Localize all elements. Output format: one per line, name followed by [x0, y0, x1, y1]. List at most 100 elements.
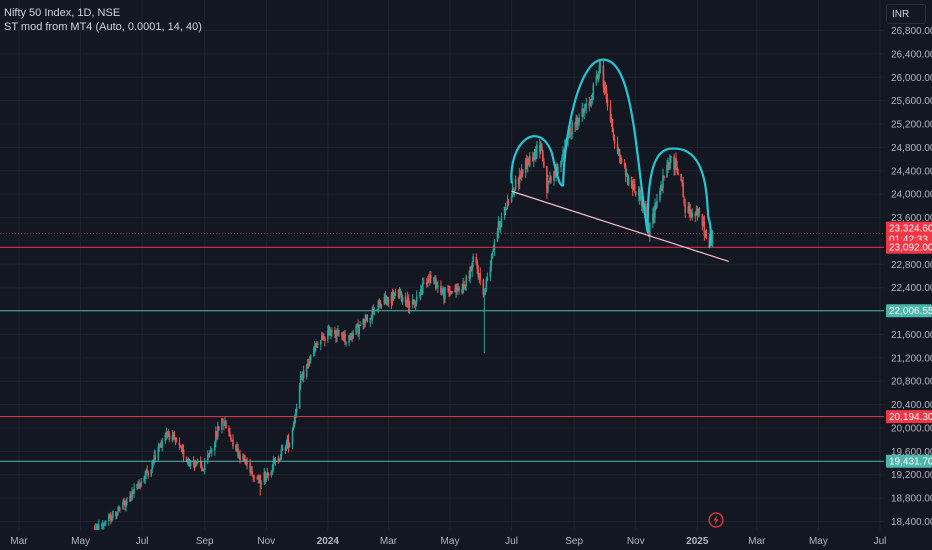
price-tick-label: 19,200.00 [891, 470, 932, 481]
candle-body [292, 424, 295, 429]
candle-body [681, 179, 683, 183]
candle-body [583, 108, 586, 114]
candle-body [702, 222, 705, 226]
candle-body [288, 443, 291, 447]
candle-body [146, 470, 148, 473]
candle-body [507, 202, 510, 204]
candle-body [201, 468, 204, 471]
time-tick-label: Mar [10, 536, 28, 547]
candle-body [399, 291, 402, 293]
candle-body [519, 175, 522, 177]
candle-body [553, 171, 555, 181]
candle-body [675, 158, 677, 167]
price-tick-label: 20,400.00 [891, 400, 932, 411]
candle-body [677, 172, 679, 175]
price-tick-label: 26,800.00 [891, 26, 932, 37]
right-shoulder-outline [646, 147, 712, 248]
candle-body [185, 456, 188, 462]
candle-body [224, 421, 226, 426]
candle-body [405, 303, 408, 306]
candle-body [420, 289, 423, 293]
candle-body [338, 330, 340, 332]
candle-body [695, 210, 698, 215]
candle-body [554, 170, 556, 176]
candle-body [237, 447, 239, 457]
candle-body [412, 299, 415, 301]
candle-body [228, 429, 230, 432]
price-tick-label: 25,200.00 [891, 120, 932, 131]
candle-body [293, 417, 296, 425]
candle-body [351, 337, 353, 339]
candle-body [95, 525, 98, 528]
candle-body [590, 99, 593, 101]
symbol-title[interactable]: Nifty 50 Index, 1D, NSE [4, 7, 121, 19]
candle-body [316, 343, 319, 346]
candle-body [542, 151, 544, 161]
candle-body [216, 431, 218, 436]
candle-body [195, 462, 198, 465]
candle-body [661, 184, 663, 190]
price-tick-label: 24,000.00 [891, 190, 932, 201]
candle-body [236, 447, 238, 451]
candle-body [680, 173, 682, 181]
candle-body [294, 412, 297, 418]
time-tick-label: Mar [380, 536, 398, 547]
candle-body [100, 524, 103, 526]
candle-body [384, 295, 387, 303]
candle-body [154, 455, 157, 460]
candle-body [631, 186, 634, 190]
candle-body [451, 291, 453, 293]
candle-body [119, 508, 121, 510]
candle-body [307, 364, 310, 366]
candle-body [512, 187, 515, 191]
candle-body [626, 174, 629, 185]
candle-body [404, 296, 407, 303]
candle-body [426, 279, 429, 285]
candle-body [419, 289, 422, 295]
candle-body [458, 287, 460, 291]
candle-body [639, 196, 642, 200]
candle-body [239, 454, 241, 461]
time-tick-label: 2025 [686, 536, 709, 547]
candle-body [656, 200, 658, 208]
candle-body [673, 156, 675, 170]
candle-body [126, 501, 128, 503]
time-tick-label: Nov [627, 536, 645, 547]
candle-body [380, 304, 383, 307]
candle-body [364, 317, 367, 324]
candle-body [589, 100, 592, 105]
candle-body [291, 429, 294, 444]
candle-body [612, 133, 615, 139]
lightning-icon[interactable] [708, 512, 724, 528]
candle-body [371, 309, 374, 319]
candle-body [178, 442, 181, 446]
candle-body [344, 334, 346, 343]
candle-body [689, 209, 692, 215]
indicator-label[interactable]: ST mod from MT4 (Auto, 0.0001, 14, 40) [4, 21, 202, 33]
candle-body [249, 463, 251, 473]
candle-body [335, 334, 337, 337]
candle-body [118, 507, 120, 511]
candle-body [691, 213, 694, 217]
candle-body [525, 158, 528, 168]
candle-body [166, 432, 169, 434]
candle-body [652, 213, 654, 224]
time-tick-label: May [809, 536, 828, 547]
candle-body [662, 175, 664, 189]
candle-body [194, 465, 197, 468]
price-tick-label: 22,800.00 [891, 260, 932, 271]
candle-body [407, 298, 410, 308]
candle-body [123, 501, 125, 505]
candle-body [485, 279, 488, 290]
candle-body [206, 454, 209, 461]
candle-body [408, 305, 411, 308]
candle-body [486, 278, 489, 281]
currency-button[interactable]: INR [886, 4, 926, 24]
candle-body [683, 198, 685, 204]
candle-body [705, 230, 708, 237]
candle-body [266, 472, 269, 475]
candle-body [301, 371, 304, 376]
candle-body [138, 484, 140, 486]
